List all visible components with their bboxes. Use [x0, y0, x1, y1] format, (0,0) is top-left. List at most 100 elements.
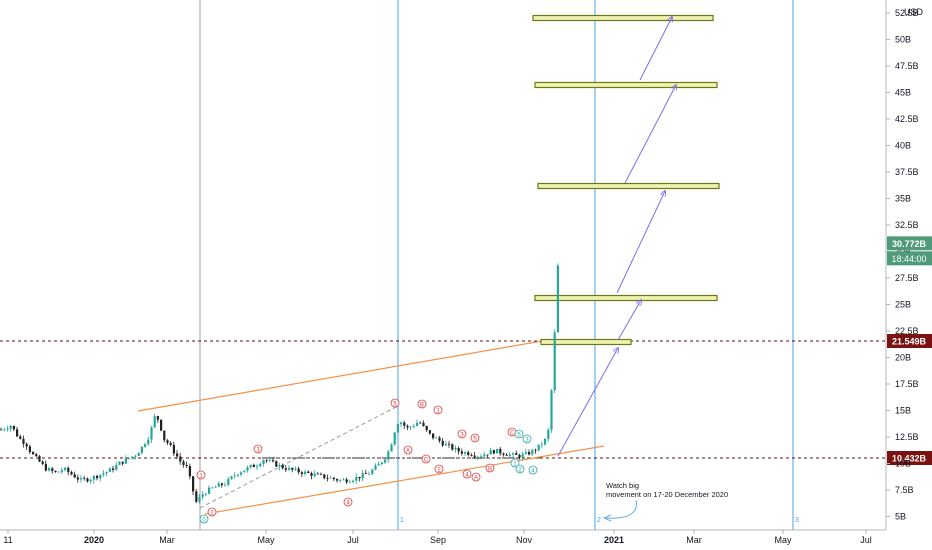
candle-body: [294, 468, 297, 470]
candle-body: [377, 464, 380, 466]
candle-body: [313, 473, 316, 476]
candle-body: [208, 487, 211, 494]
candle-body: [486, 454, 489, 456]
price-level-label: 10.432B: [892, 454, 927, 464]
wave-label: B: [420, 402, 424, 408]
candle-body: [400, 422, 403, 425]
candle-body: [246, 467, 249, 471]
candle-body: [118, 461, 121, 465]
candle-body: [275, 461, 278, 467]
candle-series: [0, 263, 559, 504]
candle-body: [499, 448, 502, 454]
candle-body: [528, 452, 531, 455]
wave-label-circle: [343, 497, 353, 507]
candle-body: [284, 468, 287, 470]
wave-label-circle: [471, 472, 481, 482]
wave-label-circle: [390, 398, 400, 408]
candle-body: [108, 468, 111, 472]
candle-body: [166, 440, 169, 444]
candle-body: [518, 454, 521, 458]
wave-label-circle: [434, 464, 444, 474]
y-tick-label: 47.5B: [895, 61, 919, 71]
candle-body: [508, 454, 511, 456]
candle-body: [464, 452, 467, 454]
target-zone: [534, 294, 718, 302]
target-zone: [537, 182, 720, 190]
y-tick-label: 12.5B: [895, 432, 919, 442]
candle-body: [134, 455, 137, 457]
y-tick-label: 27.5B: [895, 273, 919, 283]
candle-body: [326, 478, 329, 479]
x-tick-label: Nov: [516, 535, 533, 545]
candle-body: [48, 468, 51, 471]
candle-body: [531, 449, 534, 455]
x-tick-label: Sep: [430, 535, 446, 545]
candle-body: [3, 429, 6, 431]
time-axis[interactable]: 11 2020 Mar May Jul Sep Nov 2021 Mar May Jul: [0, 529, 886, 545]
wave-dashed-line: [199, 405, 399, 509]
candle-body: [169, 443, 172, 445]
candle-body: [352, 480, 355, 482]
candle-body: [140, 446, 143, 453]
candle-body: [544, 438, 547, 445]
x-tick-label: Jul: [347, 535, 359, 545]
candle-body: [105, 471, 108, 474]
wave-label: 5: [517, 432, 521, 438]
candle-body: [92, 476, 95, 480]
wave-label: 1: [513, 461, 517, 467]
candle-body: [240, 472, 243, 475]
wave-label-circle: [528, 465, 538, 475]
candle-body: [480, 456, 483, 458]
candle-body: [460, 451, 463, 454]
candle-body: [387, 451, 390, 460]
candle-body: [454, 447, 457, 450]
y-tick-label: 22.5B: [895, 326, 919, 336]
x-tick-label: Mar: [159, 535, 175, 545]
candle-body: [163, 430, 166, 441]
wave-label: A: [406, 448, 410, 454]
candle-body: [80, 478, 83, 480]
candle-body: [256, 466, 259, 468]
candle-body: [412, 425, 415, 427]
candle-body: [124, 458, 127, 464]
candle-body: [345, 479, 348, 483]
wave-label: B: [488, 466, 492, 472]
x-tick-label: Mar: [686, 535, 702, 545]
wave-label: C: [424, 457, 429, 463]
y-tick-label: 17.5B: [895, 379, 919, 389]
candle-body: [83, 478, 86, 480]
candle-body: [473, 455, 476, 457]
target-zone: [534, 81, 718, 89]
candle-body: [57, 471, 60, 473]
cycle-label: 3: [795, 517, 799, 524]
candle-body: [489, 450, 492, 455]
candle-body: [550, 390, 553, 430]
wave-label-circle: [462, 469, 472, 479]
wave-label-circle: [196, 470, 206, 480]
candle-body: [227, 478, 230, 485]
candle-body: [0, 429, 3, 431]
candle-body: [416, 422, 419, 426]
candle-body: [176, 453, 179, 457]
y-tick-label: 15B: [895, 406, 911, 416]
candle-body: [6, 428, 9, 430]
candle-body: [172, 444, 175, 454]
candle-body: [195, 491, 198, 502]
candle-body: [252, 464, 255, 468]
x-tick-label: May: [257, 535, 275, 545]
price-axis[interactable]: 21.549B 10.432B 5B 7.5B 10B 12.5B 15B 17.5B 20B 2…: [885, 0, 932, 550]
candle-body: [323, 474, 326, 479]
wave-label-circle: [514, 429, 524, 439]
candle-body: [371, 469, 374, 474]
annotation-line-2: movement on 17-20 December 2020: [606, 490, 728, 499]
wave-label-circle: [515, 464, 525, 474]
y-tick-label: 10B: [895, 459, 911, 469]
wave-label: 4: [465, 472, 469, 478]
candle-body: [406, 425, 409, 428]
annotation-arrowhead: [602, 514, 612, 522]
candle-body: [268, 460, 271, 461]
wave-label-circle: [433, 405, 443, 415]
candle-body: [265, 460, 268, 461]
x-tick-label: Jul: [860, 535, 872, 545]
